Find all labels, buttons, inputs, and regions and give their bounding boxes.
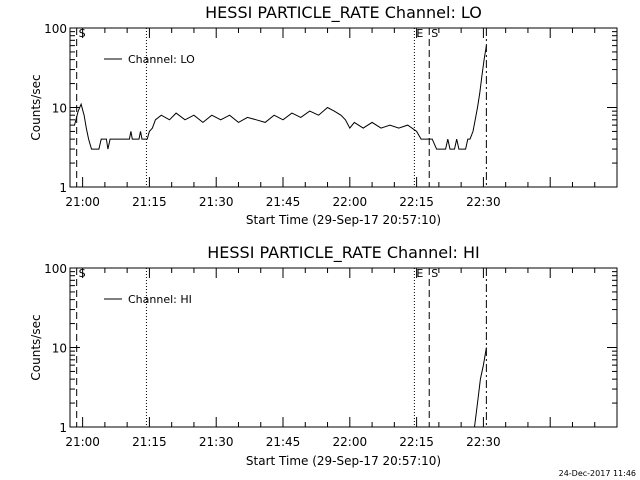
marker-label: S bbox=[431, 267, 438, 280]
x-tick-label: 21:30 bbox=[199, 435, 234, 449]
x-tick-label: 21:45 bbox=[266, 435, 301, 449]
series-line bbox=[474, 347, 487, 428]
x-tick-label: 21:45 bbox=[266, 195, 301, 209]
legend-label: Channel: LO bbox=[128, 53, 195, 66]
plot-frame bbox=[69, 267, 618, 428]
x-tick-label: 21:15 bbox=[132, 435, 167, 449]
x-tick-label: 22:15 bbox=[399, 195, 434, 209]
chart-title: HESSI PARTICLE_RATE Channel: HI bbox=[207, 243, 480, 263]
y-tick-label: 100 bbox=[44, 262, 67, 276]
y-axis-label: Counts/sec bbox=[29, 74, 43, 140]
y-tick-label: 1 bbox=[59, 181, 67, 195]
x-tick-label: 22:00 bbox=[333, 195, 368, 209]
x-axis-label: Start Time (29-Sep-17 20:57:10) bbox=[246, 454, 441, 468]
marker-label: E bbox=[416, 267, 423, 280]
marker-label: S bbox=[79, 27, 86, 40]
plot-frame bbox=[69, 27, 618, 188]
y-tick-label: 1 bbox=[59, 421, 67, 435]
marker-label: S bbox=[431, 27, 438, 40]
y-tick-label: 10 bbox=[52, 102, 67, 116]
x-tick-label: 22:30 bbox=[466, 435, 501, 449]
x-tick-label: 21:00 bbox=[65, 195, 100, 209]
x-tick-label: 21:00 bbox=[65, 435, 100, 449]
legend-label: Channel: HI bbox=[128, 293, 192, 306]
x-tick-label: 21:15 bbox=[132, 195, 167, 209]
y-tick-label: 10 bbox=[52, 342, 67, 356]
marker-label: S bbox=[79, 267, 86, 280]
timestamp-label: 24-Dec-2017 11:46 bbox=[559, 469, 636, 478]
marker-label: E bbox=[416, 27, 423, 40]
x-tick-label: 22:30 bbox=[466, 195, 501, 209]
x-tick-label: 21:30 bbox=[199, 195, 234, 209]
x-tick-label: 22:00 bbox=[333, 435, 368, 449]
series-line bbox=[74, 45, 487, 150]
x-tick-label: 22:15 bbox=[399, 435, 434, 449]
y-axis-label: Counts/sec bbox=[29, 314, 43, 380]
chart-title: HESSI PARTICLE_RATE Channel: LO bbox=[205, 3, 482, 23]
x-axis-label: Start Time (29-Sep-17 20:57:10) bbox=[246, 213, 441, 227]
y-tick-label: 100 bbox=[44, 22, 67, 36]
